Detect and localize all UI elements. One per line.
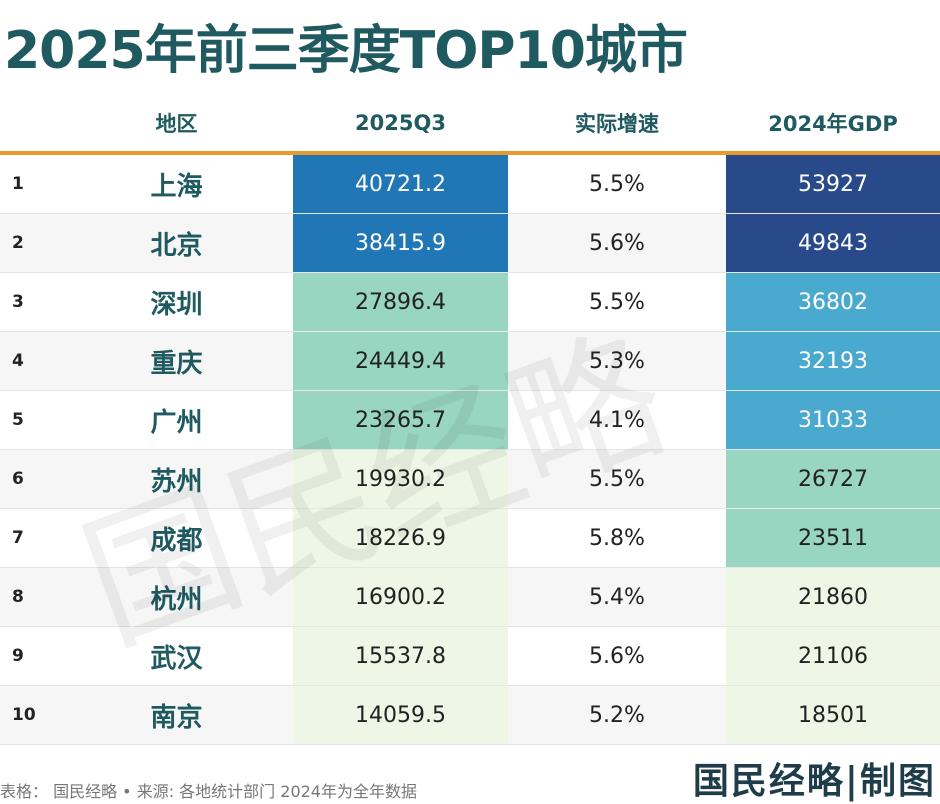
growth-cell: 4.1% (589, 407, 645, 433)
q3-cell: 15537.8 (293, 627, 508, 685)
city-cell: 武汉 (150, 643, 203, 674)
city-cell: 深圳 (150, 289, 203, 320)
city-cell: 南京 (150, 702, 203, 733)
table-row: 7 成都 18226.9 5.8% 23511 (0, 509, 940, 568)
gdp-cell: 18501 (726, 686, 940, 744)
rank-cell: 10 (12, 705, 36, 725)
q3-cell: 14059.5 (293, 686, 508, 744)
gdp-cell: 21860 (726, 568, 940, 626)
rank-cell: 4 (12, 351, 24, 371)
rank-cell: 8 (12, 587, 24, 607)
header-growth: 实际增速 (575, 112, 659, 136)
rank-cell: 6 (12, 469, 24, 489)
city-cell: 杭州 (150, 584, 203, 615)
header-q3: 2025Q3 (355, 111, 446, 135)
gdp-cell: 49843 (726, 214, 940, 272)
city-cell: 重庆 (150, 348, 203, 379)
rank-cell: 1 (12, 174, 24, 194)
q3-cell: 18226.9 (293, 509, 508, 567)
header-region: 地区 (155, 112, 198, 136)
table-row: 2 北京 38415.9 5.6% 49843 (0, 214, 940, 273)
growth-cell: 5.2% (589, 702, 645, 728)
growth-cell: 5.5% (589, 171, 645, 197)
brand-logo: 国民经略|制图 (692, 760, 936, 802)
q3-cell: 27896.4 (293, 273, 508, 331)
gdp-cell: 32193 (726, 332, 940, 390)
table-header: 地区 2025Q3 实际增速 2024年GDP (0, 95, 940, 155)
table-row: 8 杭州 16900.2 5.4% 21860 (0, 568, 940, 627)
table-row: 4 重庆 24449.4 5.3% 32193 (0, 332, 940, 391)
growth-cell: 5.8% (589, 525, 645, 551)
city-cell: 北京 (150, 230, 203, 261)
rank-cell: 3 (12, 292, 24, 312)
rank-cell: 2 (12, 233, 24, 253)
city-cell: 上海 (150, 171, 203, 202)
gdp-cell: 31033 (726, 391, 940, 449)
q3-cell: 38415.9 (293, 214, 508, 272)
city-cell: 广州 (150, 407, 203, 438)
gdp-cell: 36802 (726, 273, 940, 331)
growth-cell: 5.5% (589, 289, 645, 315)
table-row: 1 上海 40721.2 5.5% 53927 (0, 155, 940, 214)
table-row: 5 广州 23265.7 4.1% 31033 (0, 391, 940, 450)
table-row: 6 苏州 19930.2 5.5% 26727 (0, 450, 940, 509)
gdp-cell: 23511 (726, 509, 940, 567)
q3-cell: 23265.7 (293, 391, 508, 449)
table-row: 9 武汉 15537.8 5.6% 21106 (0, 627, 940, 686)
source-footer: 表格： 国民经略 • 来源: 各地统计部门 2024年为全年数据 (0, 782, 417, 801)
q3-cell: 24449.4 (293, 332, 508, 390)
table-body: 1 上海 40721.2 5.5% 53927 2 北京 38415.9 5.6%… (0, 155, 940, 745)
rank-cell: 9 (12, 646, 24, 666)
growth-cell: 5.6% (589, 643, 645, 669)
q3-cell: 19930.2 (293, 450, 508, 508)
growth-cell: 5.3% (589, 348, 645, 374)
table-row: 3 深圳 27896.4 5.5% 36802 (0, 273, 940, 332)
gdp-cell: 26727 (726, 450, 940, 508)
rank-cell: 5 (12, 410, 24, 430)
city-cell: 苏州 (150, 466, 203, 497)
page-title: 2025年前三季度TOP10城市 (4, 21, 688, 81)
header-rank (0, 95, 60, 151)
gdp-cell: 53927 (726, 155, 940, 213)
rank-cell: 7 (12, 528, 24, 548)
q3-cell: 40721.2 (293, 155, 508, 213)
gdp-cell: 21106 (726, 627, 940, 685)
growth-cell: 5.4% (589, 584, 645, 610)
header-gdp: 2024年GDP (768, 112, 898, 136)
city-cell: 成都 (150, 525, 203, 556)
growth-cell: 5.6% (589, 230, 645, 256)
table-row: 10 南京 14059.5 5.2% 18501 (0, 686, 940, 745)
growth-cell: 5.5% (589, 466, 645, 492)
q3-cell: 16900.2 (293, 568, 508, 626)
